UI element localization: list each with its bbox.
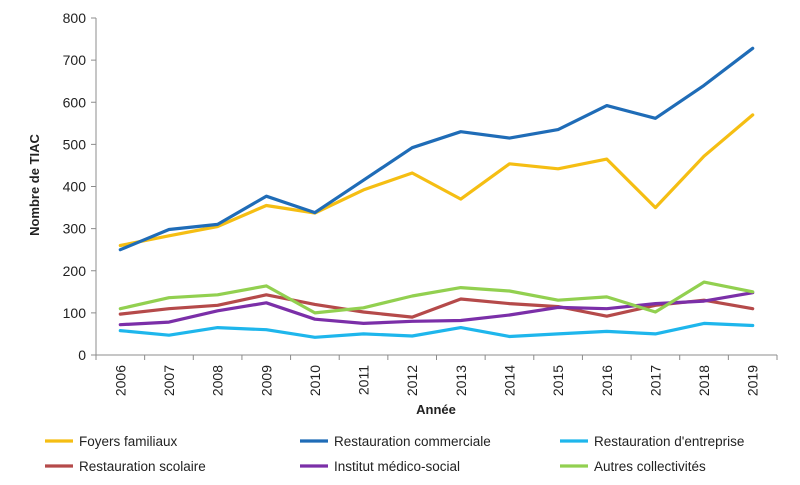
x-tick-label: 2012 — [404, 365, 420, 396]
series-line-4 — [118, 293, 755, 319]
x-tick-label: 2008 — [210, 365, 226, 396]
series-line-1 — [118, 113, 755, 248]
series-line-2 — [118, 46, 755, 252]
x-tick-label: 2015 — [550, 365, 566, 396]
x-tick-label: 2010 — [307, 365, 323, 396]
x-tick-label: 2007 — [161, 365, 177, 396]
x-tick-label: 2006 — [112, 365, 128, 396]
x-tick-label: 2017 — [647, 365, 663, 396]
y-tick-label: 400 — [63, 179, 87, 195]
y-axis-title: Nombre de TIAC — [27, 133, 42, 235]
x-tick-label: 2011 — [356, 365, 372, 395]
y-tick-label: 800 — [63, 10, 87, 26]
y-tick-label: 200 — [63, 263, 87, 279]
legend-label: Foyers familiaux — [79, 434, 178, 449]
y-tick-label: 500 — [63, 136, 87, 152]
x-tick-label: 2019 — [745, 365, 761, 396]
y-tick-label: 700 — [63, 52, 87, 68]
x-tick-label: 2018 — [696, 365, 712, 396]
y-tick-label: 600 — [63, 94, 87, 110]
axes: 0 100 200 300 400 500 600 700 800 2006 2007 2008 200… — [63, 10, 778, 396]
series-line-5 — [118, 291, 755, 327]
legend-label: Autres collectivités — [594, 459, 706, 474]
legend: Foyers familiaux Restauration commerciale… — [45, 434, 744, 474]
legend-label: Restauration commerciale — [334, 434, 491, 449]
x-tick-label: 2013 — [453, 365, 469, 396]
x-tick-label: 2014 — [501, 365, 517, 396]
x-tick-label: 2009 — [258, 365, 274, 396]
series-line-6 — [118, 280, 755, 315]
legend-label: Restauration scolaire — [79, 459, 206, 474]
y-tick-label: 300 — [63, 221, 87, 237]
legend-label: Institut médico-social — [334, 459, 460, 474]
x-axis-title: Année — [416, 402, 456, 417]
series-layer — [118, 46, 755, 339]
x-tick-label: 2016 — [599, 365, 615, 396]
legend-label: Restauration d'entreprise — [594, 434, 744, 449]
y-tick-label: 0 — [78, 347, 86, 363]
series-line-3 — [118, 321, 755, 339]
y-tick-label: 100 — [63, 305, 87, 321]
